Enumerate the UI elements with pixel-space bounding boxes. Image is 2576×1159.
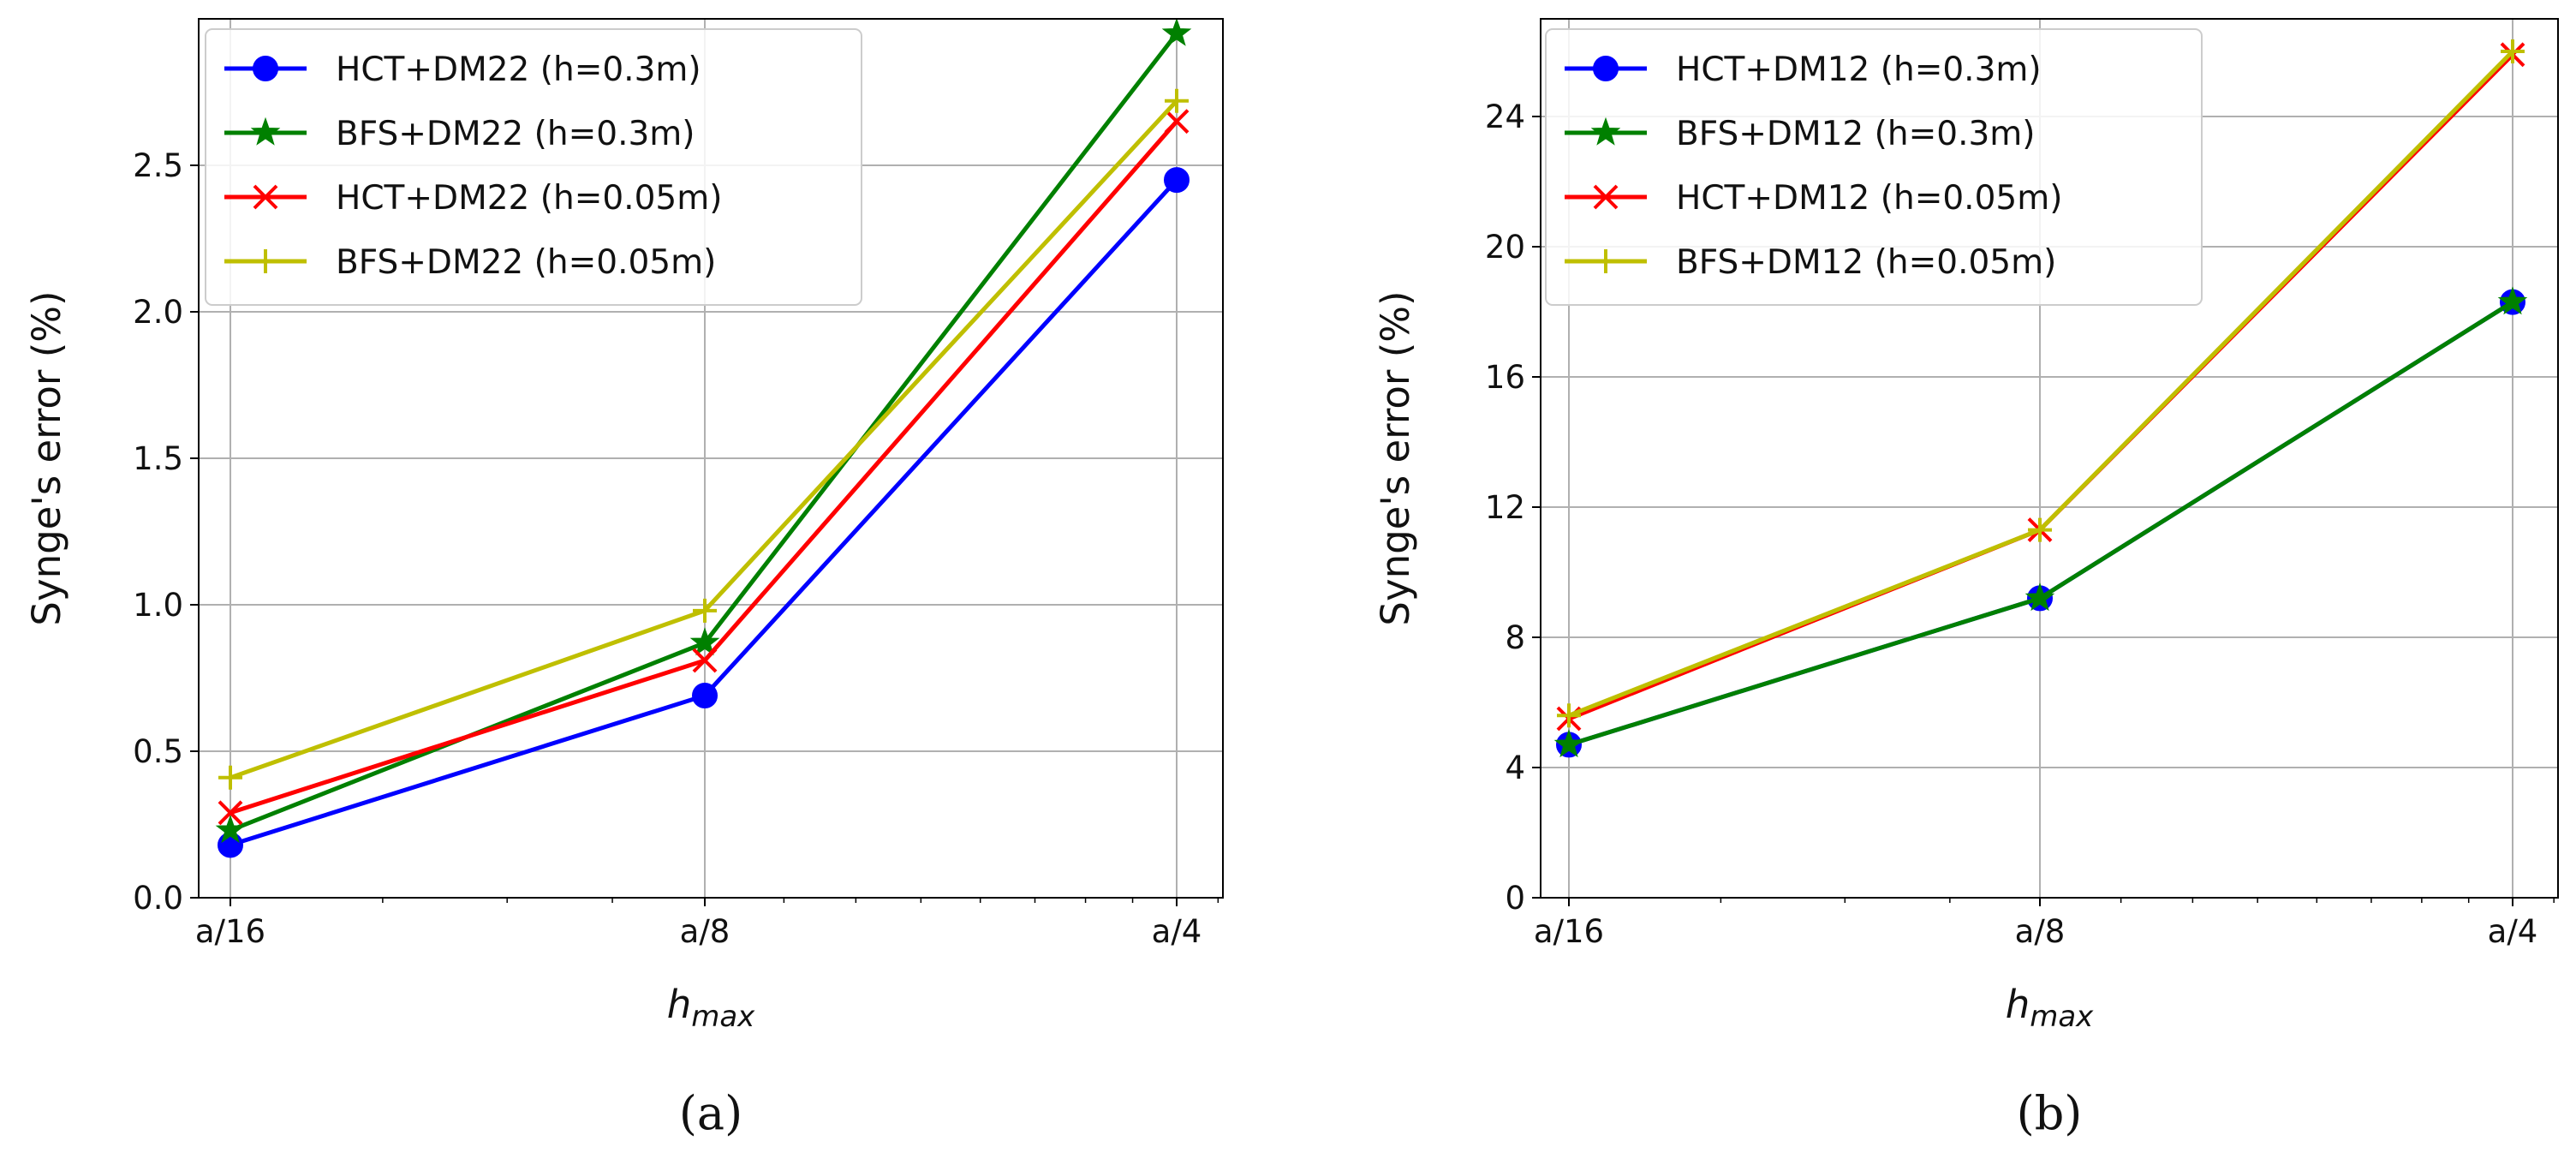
x-axis-title: hmax: [2006, 982, 2094, 1034]
series-3: [1557, 39, 2525, 728]
series-3: [218, 88, 1189, 790]
y-tick-label: 24: [1485, 99, 1525, 135]
data-point: [1164, 109, 1190, 134]
legend: HCT+DM22 (h=0.3m) BFS+DM22 (h=0.3m) HCT+DM…: [205, 28, 862, 306]
data-point: [2024, 582, 2055, 612]
y-tick-label: 0: [1505, 880, 1525, 917]
data-point: [218, 765, 242, 790]
y-tick-label: 2.5: [133, 147, 183, 184]
panel-label: (b): [2017, 1086, 2083, 1140]
legend-label: HCT+DM22 (h=0.05m): [336, 179, 722, 218]
legend-marker: [253, 249, 277, 273]
legend-label: HCT+DM22 (h=0.3m): [336, 51, 701, 89]
y-axis-title: Synge's error (%): [1373, 290, 1418, 625]
legend-marker: [250, 116, 281, 146]
legend-label: BFS+DM22 (h=0.05m): [336, 243, 716, 282]
data-point: [218, 800, 243, 826]
y-tick-label: 8: [1505, 619, 1525, 656]
data-point: [2028, 517, 2052, 542]
x-axis-title: hmax: [667, 982, 755, 1034]
x-tick-label: a/4: [2488, 913, 2538, 950]
series-2: [218, 109, 1190, 826]
y-tick-label: 1.0: [133, 587, 183, 624]
legend-box: [205, 28, 862, 306]
y-tick-label: 4: [1505, 750, 1525, 786]
y-tick-label: 0.0: [133, 880, 183, 917]
legend-label: BFS+DM12 (h=0.3m): [1676, 115, 2035, 153]
legend-marker: [1593, 56, 1619, 81]
legend-marker: [1593, 184, 1619, 210]
data-point: [692, 648, 718, 673]
x-tick-label: a/4: [1152, 913, 1202, 950]
y-tick-label: 1.5: [133, 440, 183, 477]
chart-panel-a: 0.0 0.5 1.0 1.5 2.0 2.5 a/16 a/8 a/4 HCT+DM22 (h=…: [24, 17, 1224, 1140]
x-tick-label: a/8: [2015, 913, 2066, 950]
data-point: [1165, 88, 1189, 113]
x-axis-title-main: h: [667, 982, 692, 1027]
chart-panel-b: 0 4 8 12 16 20 24 a/16 a/8 a/4 HCT+DM12 (h=0.3m) BF…: [1373, 18, 2559, 1140]
panel-label: (a): [679, 1086, 742, 1140]
legend-label: HCT+DM12 (h=0.05m): [1676, 179, 2062, 218]
data-point: [2497, 286, 2528, 315]
data-point: [2501, 39, 2525, 63]
y-tick-label: 16: [1485, 359, 1525, 396]
x-axis-title-main: h: [2006, 982, 2030, 1027]
series-1: [215, 17, 1192, 844]
y-tick-label: 20: [1485, 229, 1525, 266]
legend-label: BFS+DM22 (h=0.3m): [336, 115, 695, 153]
data-point: [1164, 167, 1190, 194]
legend-marker: [1594, 249, 1618, 273]
x-tick-label: a/16: [195, 913, 265, 950]
data-point: [1557, 703, 1581, 728]
data-point: [693, 598, 717, 623]
x-axis-title-subscript: max: [2030, 1000, 2094, 1034]
legend-marker: [253, 184, 278, 210]
y-tick-label: 2.0: [133, 294, 183, 331]
data-point: [1553, 729, 1584, 758]
x-tick-label: a/8: [680, 913, 730, 950]
legend-label: HCT+DM12 (h=0.3m): [1676, 51, 2042, 89]
legend-marker: [1590, 116, 1621, 146]
data-point: [692, 683, 718, 709]
data-point: [215, 815, 246, 844]
x-tick-label: a/16: [1534, 913, 1604, 950]
y-axis-title: Synge's error (%): [24, 290, 69, 625]
data-point: [1161, 17, 1192, 46]
legend: HCT+DM12 (h=0.3m) BFS+DM12 (h=0.3m) HCT+DM…: [1545, 28, 2203, 306]
axes-frame: [198, 18, 1224, 899]
x-axis-title-subscript: max: [691, 1000, 755, 1034]
legend-label: BFS+DM12 (h=0.05m): [1676, 243, 2056, 282]
y-tick-label: 0.5: [133, 733, 183, 770]
legend-marker: [253, 56, 278, 81]
legend-box: [1545, 28, 2203, 306]
axes-frame: [1540, 18, 2559, 899]
data-point: [689, 627, 720, 656]
y-tick-label: 12: [1485, 489, 1525, 526]
series-1: [1553, 286, 2528, 758]
